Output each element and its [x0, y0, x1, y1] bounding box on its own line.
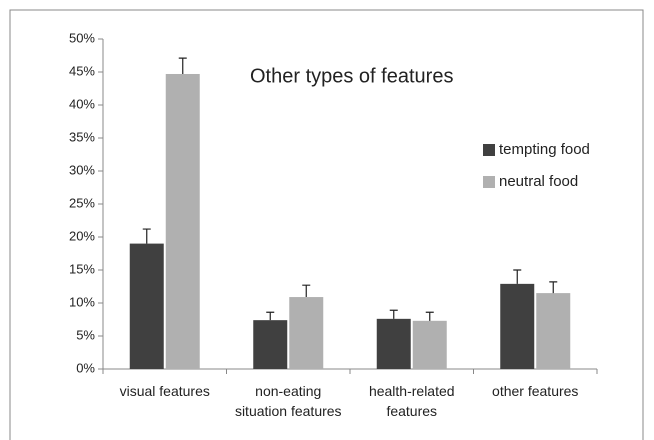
y-tick-label: 25% — [69, 195, 95, 210]
error-bar — [302, 284, 311, 298]
y-tick-label: 45% — [69, 63, 95, 78]
y-tick-label: 0% — [76, 360, 95, 375]
x-tick-label: health-related features — [368, 383, 455, 419]
y-tick-label: 35% — [69, 129, 95, 144]
bar — [536, 293, 571, 369]
y-tick-label: 50% — [69, 30, 95, 45]
y-tick-label: 40% — [69, 96, 95, 111]
y-tick-label: 20% — [69, 228, 95, 243]
error-bar — [425, 311, 434, 321]
y-tick-label: 10% — [69, 294, 95, 309]
x-tick-label: non-eating situation features — [234, 383, 342, 419]
y-tick-label: 15% — [69, 261, 95, 276]
error-bar — [142, 228, 151, 244]
chart-title: Other types of features — [250, 65, 453, 87]
legend-label: tempting food — [499, 141, 590, 158]
legend-label: neutral food — [499, 173, 578, 190]
error-bar — [513, 269, 522, 284]
bar — [412, 320, 447, 369]
legend-swatch — [483, 144, 495, 156]
bar — [500, 283, 535, 369]
error-bar — [266, 311, 275, 321]
bar — [129, 243, 164, 369]
error-bar — [389, 309, 398, 319]
bar — [376, 318, 411, 369]
legend-swatch — [483, 176, 495, 188]
y-tick-label: 5% — [76, 327, 95, 342]
x-tick-label: other features — [492, 383, 579, 399]
x-tick-label: visual features — [119, 383, 210, 399]
bar — [165, 73, 200, 369]
error-bar — [178, 57, 187, 74]
bar — [289, 297, 324, 369]
error-bar — [549, 281, 558, 294]
y-tick-label: 30% — [69, 162, 95, 177]
bar — [253, 320, 288, 369]
